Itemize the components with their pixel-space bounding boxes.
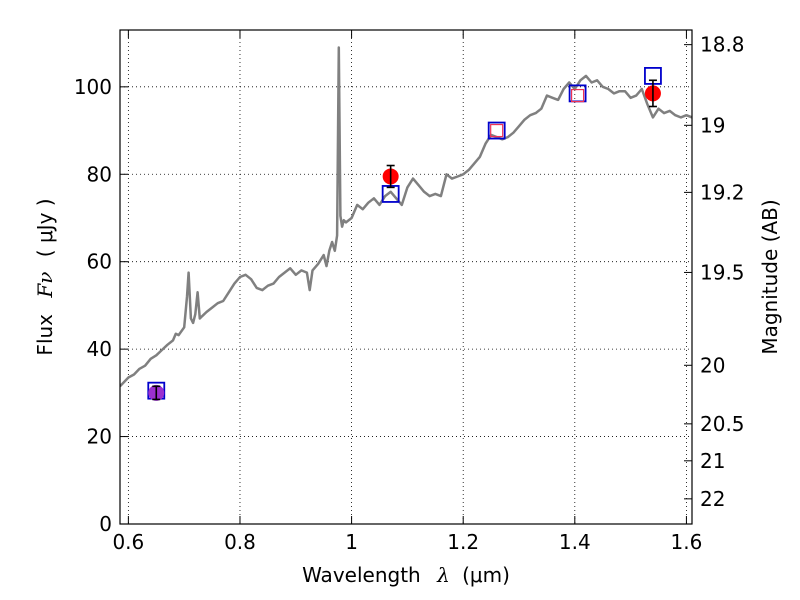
y2-tick-label: 19.5	[700, 260, 745, 284]
x-tick-label: 1.6	[671, 530, 703, 554]
y-axis-label: Flux Fν ( μJy )	[33, 198, 57, 355]
y-axis-symbol: Fν	[33, 272, 57, 299]
axis-ticks: 0.6 0.8 1 1.2 1.4 1.6 0 20 40 60 80 100 18.8 19 19.2 19…	[74, 30, 745, 554]
x-tick-label: 1	[345, 530, 358, 554]
y-tick-label: 80	[87, 162, 112, 186]
y2-tick-label: 20.5	[700, 412, 745, 436]
grid-lines	[120, 30, 692, 525]
y2-tick-label: 18.8	[700, 33, 745, 57]
y-tick-label: 0	[99, 512, 112, 536]
y2-axis-label: Magnitude (AB)	[758, 199, 782, 354]
model-band-inner-marker	[570, 88, 585, 103]
y-tick-label: 40	[87, 337, 112, 361]
y2-tick-label: 19	[700, 113, 725, 137]
x-axis-symbol: λ	[436, 563, 450, 587]
x-axis-unit: (μm)	[462, 563, 510, 587]
y-axis-label-text: Flux	[33, 314, 57, 356]
x-tick-label: 0.8	[224, 530, 256, 554]
x-axis-label: Wavelength λ (μm)	[302, 563, 510, 587]
y-tick-label: 20	[87, 425, 112, 449]
x-tick-label: 1.2	[447, 530, 479, 554]
spectrum-line	[120, 46, 692, 388]
model-band-inner-marker	[490, 123, 504, 138]
y-tick-label: 100	[74, 75, 112, 99]
x-tick-label: 0.6	[112, 530, 144, 554]
y-axis-unit: ( μJy )	[33, 198, 57, 257]
y-tick-label: 60	[87, 250, 112, 274]
plot-frame	[119, 29, 693, 525]
y2-tick-label: 20	[700, 353, 725, 377]
x-axis-label-text: Wavelength	[302, 563, 421, 587]
model-band-marker	[487, 121, 506, 140]
plot-area	[120, 46, 692, 401]
x-tick-label: 1.4	[559, 530, 591, 554]
y2-tick-label: 21	[700, 449, 725, 473]
y2-tick-label: 22	[700, 487, 725, 511]
y2-tick-label: 19.2	[700, 180, 745, 204]
